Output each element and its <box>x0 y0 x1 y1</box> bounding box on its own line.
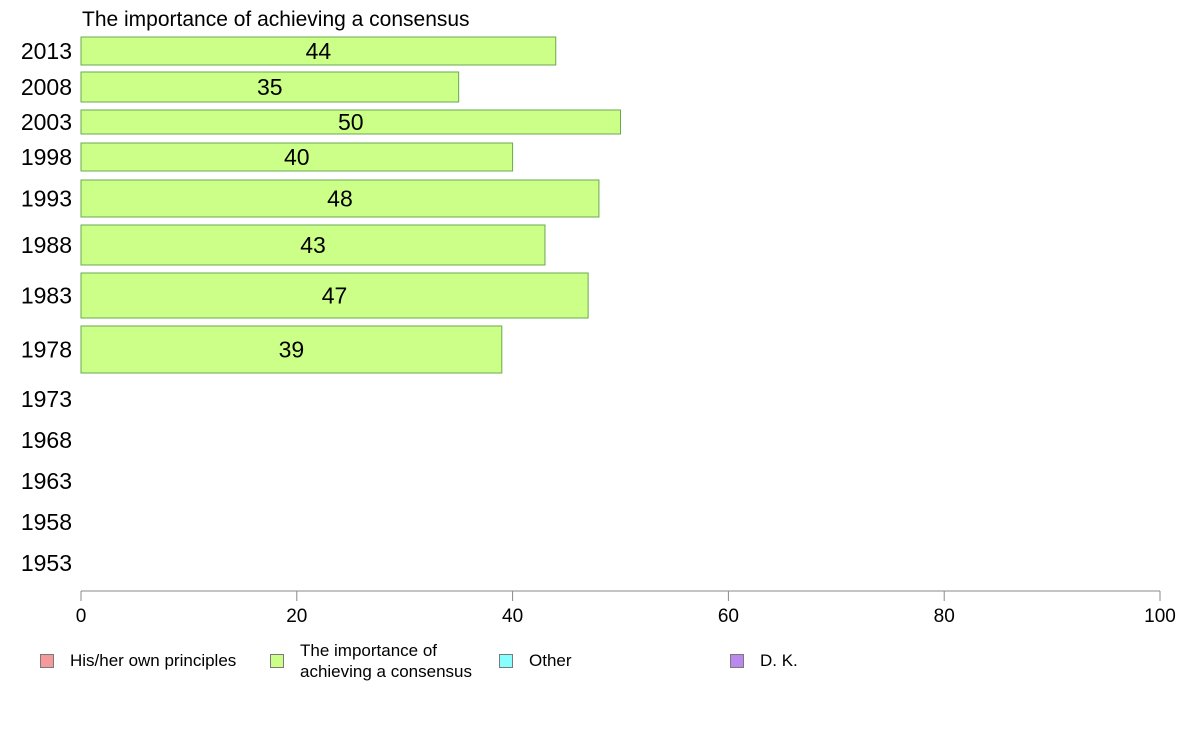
legend-swatch-other <box>499 654 513 668</box>
chart-title: The importance of achieving a consensus <box>82 8 470 31</box>
legend-label-own-principles: His/her own principles <box>70 651 237 670</box>
y-tick-label-1983: 1983 <box>21 283 72 309</box>
y-tick-label-1963: 1963 <box>21 468 72 494</box>
legend-label-consensus: The importance of achieving a consensus <box>300 641 473 681</box>
bar-1983 <box>80 272 589 319</box>
y-tick-label-1988: 1988 <box>21 232 72 258</box>
x-tick-label-20: 20 <box>286 606 307 627</box>
y-tick-label-1953: 1953 <box>21 550 72 576</box>
y-tick-label-1993: 1993 <box>21 186 72 212</box>
bar-1978 <box>80 325 503 374</box>
bar-1988 <box>80 224 546 266</box>
bar-value-label-1998: 40 <box>284 144 310 170</box>
bar-value-label-1993: 48 <box>327 186 353 212</box>
bar-value-label-2008: 35 <box>257 74 283 100</box>
bar-2008 <box>80 71 460 103</box>
legend-label-other: Other <box>529 651 572 670</box>
y-axis-labels: 2013 2008 2003 1998 1993 1988 1983 1978 1973 1968… <box>21 38 72 576</box>
bar-value-label-2013: 44 <box>306 38 332 64</box>
bars-group <box>80 36 621 374</box>
y-tick-label-1973: 1973 <box>21 386 72 412</box>
y-tick-label-1998: 1998 <box>21 144 72 170</box>
legend-item-other: Other <box>499 640 572 671</box>
x-axis-ticks: 0 20 40 60 80 100 <box>76 591 1176 627</box>
legend-swatch-own-principles <box>40 654 54 668</box>
bar-1998 <box>80 142 514 172</box>
bar-value-label-1983: 47 <box>322 283 348 309</box>
legend-swatch-consensus <box>270 654 284 668</box>
bar-1993 <box>80 179 600 218</box>
y-tick-label-2008: 2008 <box>21 74 72 100</box>
bar-value-label-1978: 39 <box>279 337 305 363</box>
legend-item-own-principles: His/her own principles <box>40 640 236 671</box>
x-tick-label-80: 80 <box>934 606 955 627</box>
x-tick-label-0: 0 <box>76 606 87 627</box>
x-tick-label-100: 100 <box>1144 606 1176 627</box>
y-tick-label-1958: 1958 <box>21 509 72 535</box>
legend-item-consensus: The importance of achieving a consensus <box>270 640 472 682</box>
y-tick-label-2003: 2003 <box>21 109 72 135</box>
x-tick-label-40: 40 <box>502 606 523 627</box>
legend-label-dk: D. K. <box>760 651 798 670</box>
bar-2013 <box>80 36 557 66</box>
legend: His/her own principles The importance of… <box>0 640 1188 700</box>
y-tick-label-1968: 1968 <box>21 427 72 453</box>
bar-value-label-2003: 50 <box>338 109 364 135</box>
y-tick-label-2013: 2013 <box>21 38 72 64</box>
x-tick-label-60: 60 <box>718 606 739 627</box>
legend-swatch-dk <box>730 654 744 668</box>
bar-2003 <box>80 109 621 135</box>
legend-item-dk: D. K. <box>730 640 798 671</box>
bar-value-label-1988: 43 <box>300 232 326 258</box>
y-tick-label-1978: 1978 <box>21 337 72 363</box>
